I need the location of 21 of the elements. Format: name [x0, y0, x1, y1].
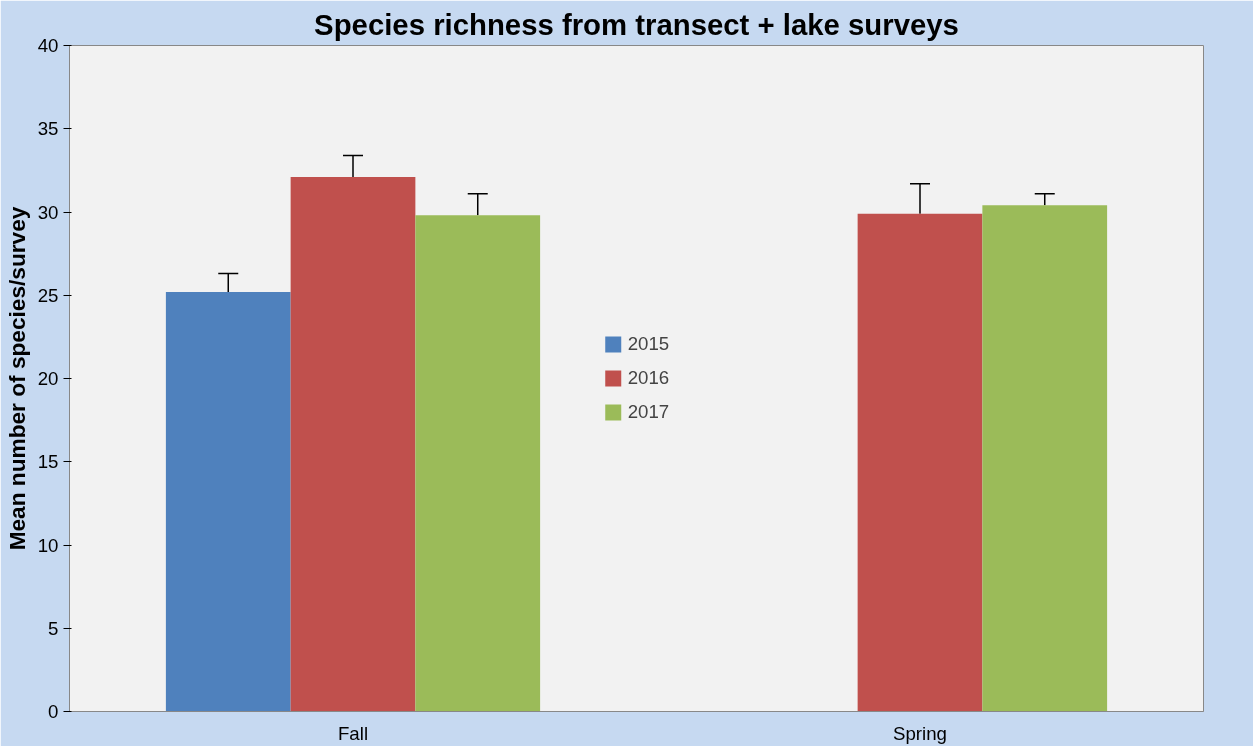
- y-tick-label: 40: [37, 35, 59, 56]
- y-tick-label: 30: [37, 201, 59, 223]
- y-axis-title: Mean number of species/survey: [3, 206, 30, 551]
- bar: [982, 205, 1108, 712]
- legend-label: 2017: [627, 401, 670, 423]
- bar: [290, 177, 416, 712]
- bar: [857, 213, 983, 712]
- bar: [165, 291, 291, 712]
- y-tick-label: 25: [37, 284, 59, 306]
- y-tick-label: 15: [37, 451, 59, 473]
- chart-title: Species richness from transect + lake surveys: [314, 7, 959, 41]
- legend-label: 2016: [627, 367, 670, 389]
- y-tick-label: 20: [37, 368, 59, 389]
- x-tick-label: Spring: [893, 722, 947, 744]
- y-tick-label: 10: [37, 534, 59, 556]
- bar: [415, 215, 541, 712]
- y-tick-label: 5: [48, 617, 59, 639]
- legend-label: 2015: [627, 333, 670, 355]
- y-tick-label: 0: [48, 701, 59, 722]
- x-tick-label: Fall: [337, 722, 369, 744]
- y-tick-label: 35: [37, 118, 59, 140]
